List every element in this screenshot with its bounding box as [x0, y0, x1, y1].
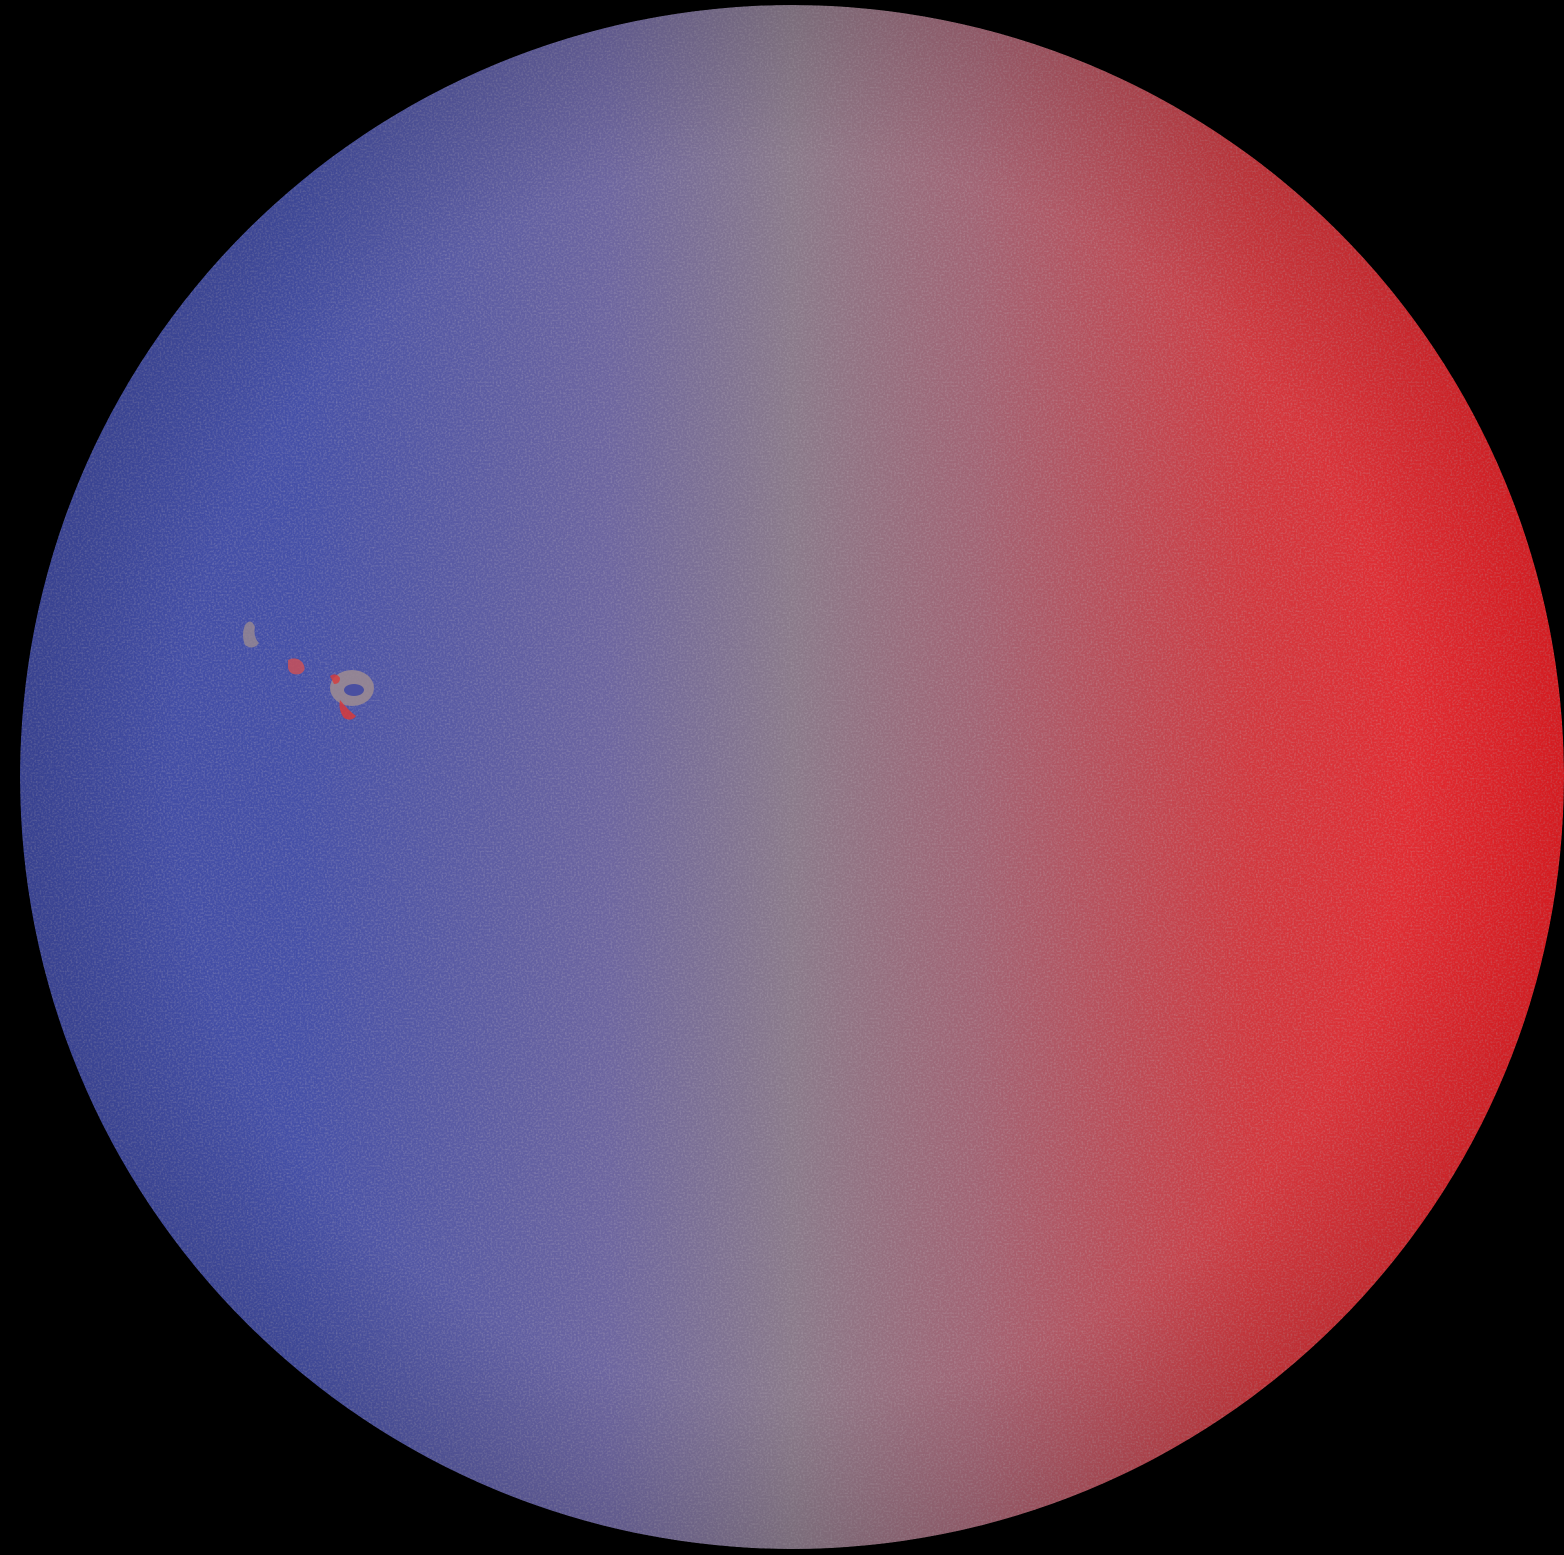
plage-small	[288, 658, 305, 675]
active-region	[243, 621, 374, 720]
plage-left	[243, 621, 259, 648]
sunspot-red-patch	[339, 700, 356, 720]
sunspot-red-patch-2	[330, 674, 340, 684]
limb-shading	[20, 5, 1564, 1549]
sunspot-umbra	[344, 684, 364, 696]
solar-disk	[20, 5, 1564, 1549]
